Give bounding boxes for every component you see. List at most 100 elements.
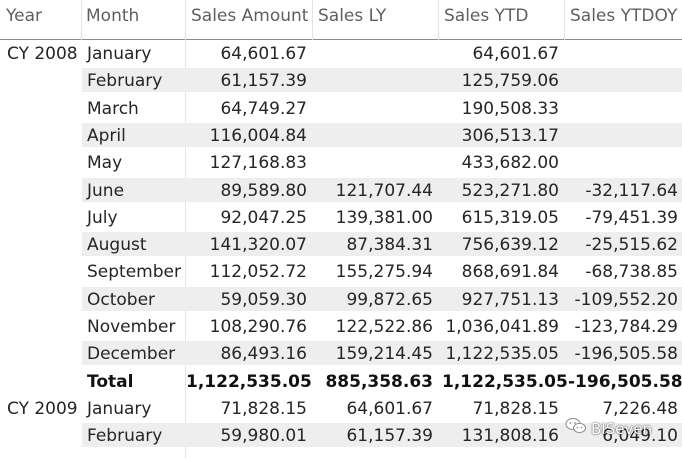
cell-sales-ly [316, 95, 433, 122]
row-header-month: November [87, 317, 176, 337]
total-row[interactable]: Total 1,122,535.05 885,358.63 1,122,535.05-… [0, 368, 682, 395]
column-header-sales-ytd[interactable]: Sales YTD [444, 6, 529, 26]
column-header-sales-ly[interactable]: Sales LY [318, 6, 387, 26]
table-row[interactable]: October 59,059.30 99,872.65 927,751.13 -109,… [0, 286, 682, 313]
cell-sales-ytd: 523,271.80 [461, 181, 559, 201]
cell-sales-amount: 127,168.83 [209, 153, 307, 173]
cell-sales-amount: 92,047.25 [220, 208, 307, 228]
table-row[interactable]: February 61,157.39 125,759.06 [0, 67, 682, 94]
cell-sales-ytdoy: -109,552.20 [574, 290, 678, 310]
row-header-year [7, 258, 81, 285]
cell-sales-ytdoy: -79,451.39 [585, 208, 678, 228]
cell-sales-ytdoy [568, 40, 678, 67]
cell-sales-amount: 141,320.07 [209, 235, 307, 255]
row-band [82, 123, 682, 147]
cell-sales-amount: 59,059.30 [220, 290, 307, 310]
cell-sales-ytd: 131,808.16 [461, 426, 559, 446]
cell-sales-ytdoy: 6,049.10 [602, 426, 678, 446]
cell-sales-amount: 64,749.27 [220, 99, 307, 119]
row-header-year [7, 231, 81, 258]
row-header-month: January [87, 399, 152, 419]
row-header-year [7, 286, 81, 313]
cell-sales-ly [316, 122, 433, 149]
table-row[interactable]: September 112,052.72 155,275.94 868,691.84 -… [0, 258, 682, 285]
cell-sales-amount: 112,052.72 [209, 262, 307, 282]
column-divider [438, 0, 439, 40]
table-row[interactable]: December 86,493.16 159,214.45 1,122,535.05-… [0, 340, 682, 367]
table-row[interactable]: November 108,290.76 122,522.86 1,036,041.89… [0, 313, 682, 340]
cell-sales-amount: 59,980.01 [220, 426, 307, 446]
row-header-month: May [87, 153, 123, 173]
cell-sales-ytd: 756,639.12 [461, 235, 559, 255]
row-header-month: February [87, 426, 163, 446]
column-divider [312, 0, 313, 40]
row-band [82, 178, 682, 202]
cell-sales-ytdoy: -32,117.64 [585, 181, 678, 201]
cell-sales-ytd: 1,122,535.05 [445, 344, 559, 364]
cell-sales-ly: 121,707.44 [335, 181, 433, 201]
watermark: BISeven [565, 416, 652, 442]
row-header-month: February [87, 71, 163, 91]
cell-sales-amount: 108,290.76 [209, 317, 307, 337]
table-row[interactable]: April 116,004.84 306,513.17 [0, 122, 682, 149]
cell-sales-amount: 86,493.16 [220, 344, 307, 364]
column-header-sales-ytdoy[interactable]: Sales YTDOY [570, 6, 678, 26]
table-row[interactable]: May 127,168.83 433,682.00 [0, 149, 682, 176]
watermark-text: BISeven [591, 420, 653, 438]
column-header-year[interactable]: Year [6, 6, 42, 26]
cell-sales-ytd: 433,682.00 [461, 153, 559, 173]
cell-sales-ytd: 306,513.17 [461, 126, 559, 146]
cell-sales-ly: 139,381.00 [335, 208, 433, 228]
cell-sales-ytd: 1,122,535.05 [442, 372, 568, 392]
row-header-year [7, 422, 81, 449]
cell-sales-amount: 61,157.39 [220, 71, 307, 91]
row-header-month: Total [87, 372, 134, 392]
row-header-month: September [87, 262, 181, 282]
row-header-month: October [87, 290, 156, 310]
cell-sales-ly: 87,384.31 [346, 235, 433, 255]
cell-sales-ytdoy: 7,226.48 [602, 399, 678, 419]
row-header-year [7, 313, 81, 340]
row-band [82, 232, 682, 256]
cell-sales-amount: 116,004.84 [209, 126, 307, 146]
cell-sales-ytdoy [568, 95, 678, 122]
table-row[interactable]: March 64,749.27 190,508.33 [0, 95, 682, 122]
cell-sales-ytdoy: -25,515.62 [585, 235, 678, 255]
table-row[interactable]: CY 2009 January 71,828.15 64,601.67 71,828.1… [0, 395, 682, 422]
cell-sales-amount: 89,589.80 [220, 181, 307, 201]
table-row[interactable]: CY 2008 January 64,601.67 64,601.67 [0, 40, 682, 67]
cell-sales-ytd: 868,691.84 [461, 262, 559, 282]
cell-sales-ly: 885,358.63 [325, 372, 433, 392]
cell-sales-ly [316, 67, 433, 94]
cell-sales-ytdoy [568, 149, 678, 176]
cell-sales-ly: 122,522.86 [335, 317, 433, 337]
wechat-icon [565, 417, 587, 443]
row-header-month: July [87, 208, 118, 228]
cell-sales-ytd: 64,601.67 [472, 44, 559, 64]
table-row[interactable]: June 89,589.80 121,707.44 523,271.80 -32,117… [0, 177, 682, 204]
row-band [82, 68, 682, 92]
row-header-year [7, 67, 81, 94]
row-header-year: CY 2009 [7, 399, 78, 419]
column-header-sales-amount[interactable]: Sales Amount [191, 6, 309, 26]
cell-sales-amount: 71,828.15 [220, 399, 307, 419]
row-header-year [7, 122, 81, 149]
table-row[interactable]: July 92,047.25 139,381.00 615,319.05 -79,451… [0, 204, 682, 231]
cell-sales-ytdoy: -68,738.85 [585, 262, 678, 282]
cell-sales-amount: 64,601.67 [220, 44, 307, 64]
cell-sales-ly: 159,214.45 [335, 344, 433, 364]
matrix-header: Year Month Sales Amount Sales LY Sales Y… [0, 0, 682, 40]
table-row[interactable]: August 141,320.07 87,384.31 756,639.12 -25,5… [0, 231, 682, 258]
cell-sales-ytdoy [568, 122, 678, 149]
column-header-month[interactable]: Month [86, 6, 140, 26]
cell-sales-ytdoy: -196,505.58 [568, 372, 682, 392]
cell-sales-amount: 1,122,535.05 [186, 372, 312, 392]
cell-sales-ly: 64,601.67 [346, 399, 433, 419]
cell-sales-ytd: 125,759.06 [461, 71, 559, 91]
column-divider [564, 0, 565, 40]
cell-sales-ytdoy: -196,505.58 [574, 344, 678, 364]
row-header-year [7, 340, 81, 367]
cell-sales-ytdoy [568, 67, 678, 94]
cell-sales-ytd: 927,751.13 [461, 290, 559, 310]
